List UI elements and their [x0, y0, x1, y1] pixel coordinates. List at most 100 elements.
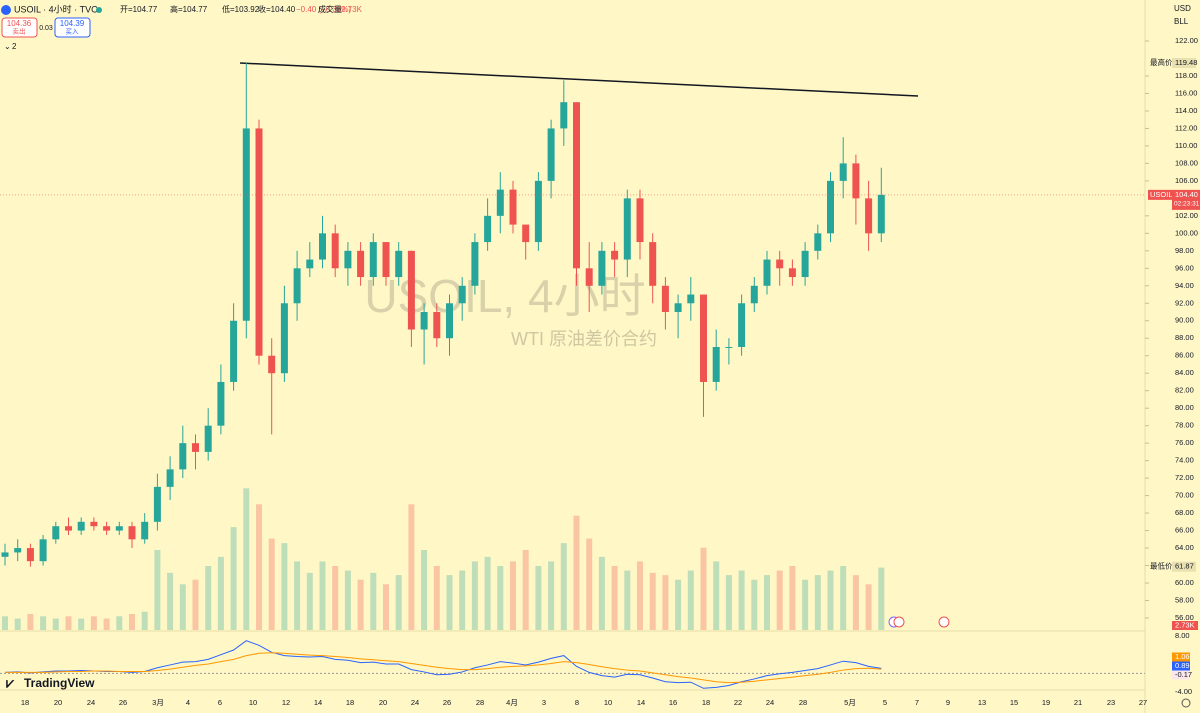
volume-bar	[586, 538, 593, 630]
price-tick-label: 78.00	[1175, 421, 1194, 430]
symbol[interactable]: USOIL · 4小时 · TVC	[14, 3, 98, 14]
volume-bar	[789, 566, 796, 630]
buy-button[interactable]	[54, 17, 91, 38]
candle-body	[179, 443, 187, 470]
time-label: 14	[314, 698, 322, 707]
volume-bar	[281, 543, 288, 630]
time-label: 26	[119, 698, 127, 707]
candle-body	[623, 198, 631, 260]
volume-bar	[268, 538, 275, 630]
volume-bar	[433, 566, 440, 630]
volume-bar	[471, 561, 478, 630]
candle-body	[293, 268, 301, 304]
volume-bar	[548, 561, 555, 630]
volume-bar	[497, 566, 504, 630]
price-tick-label: 118.00	[1175, 71, 1197, 80]
volume-bar	[713, 561, 720, 630]
time-label: 15	[1010, 698, 1018, 707]
price-tick-label: 116.00	[1175, 88, 1197, 97]
candle-body	[230, 320, 238, 382]
macd-tick-label: 8.00	[1175, 631, 1190, 640]
candle-body	[496, 189, 504, 216]
time-label: 23	[1107, 698, 1115, 707]
candle-body	[344, 250, 352, 269]
market-status	[96, 7, 102, 13]
price-tick-label: 94.00	[1175, 281, 1194, 290]
price-tick-label: 82.00	[1175, 386, 1194, 395]
macd-tick-label: -4.00	[1175, 687, 1192, 696]
candle-body	[611, 250, 619, 260]
volume-bar	[662, 575, 669, 630]
candle-body	[484, 215, 492, 243]
currency[interactable]: USD	[1174, 4, 1191, 13]
volume-bar	[776, 570, 783, 630]
candle-body	[598, 250, 606, 286]
volume-bar	[167, 572, 174, 630]
price-tick-label: 98.00	[1175, 246, 1194, 255]
volume-bar	[675, 579, 682, 630]
badge-bg	[1172, 561, 1196, 572]
logo: TradingView	[24, 676, 95, 690]
candle-body	[738, 303, 746, 347]
event-icon[interactable]	[893, 616, 905, 628]
volume-bar	[205, 566, 212, 630]
volume-badge: 2.73K	[1175, 620, 1195, 629]
time-label: 26	[443, 698, 451, 707]
candle-body	[814, 233, 822, 251]
volume-bar	[129, 614, 135, 630]
price-tick-label: 100.00	[1175, 228, 1198, 237]
candle-body	[255, 128, 263, 356]
macd-signal-line	[5, 652, 882, 684]
volume-bar	[243, 488, 250, 630]
unit[interactable]: BLL	[1174, 17, 1189, 26]
trend-line	[239, 62, 919, 97]
volume-bar	[192, 579, 199, 630]
volume-bar	[103, 618, 110, 630]
time-label: 5月	[844, 698, 856, 707]
volume-bar	[230, 527, 237, 630]
macd-value: 0.89	[1175, 661, 1190, 670]
badge-value: 104.40	[1175, 190, 1198, 199]
badge-name: 最高价	[1150, 57, 1173, 67]
candle-body	[166, 469, 174, 487]
volume-bar	[370, 572, 377, 630]
ohlc-open: 开=104.77	[120, 5, 158, 14]
time-label: 16	[669, 698, 677, 707]
badge-bg	[1172, 670, 1190, 680]
volume-bar	[332, 566, 339, 630]
sell-label[interactable]: 卖出	[13, 27, 26, 36]
time-label: 22	[734, 698, 742, 707]
candle-body	[77, 521, 85, 531]
time-label: 12	[282, 698, 290, 707]
time-label: 3月	[152, 698, 164, 707]
badge-bg	[1172, 621, 1198, 630]
volume-bar	[141, 611, 148, 630]
volume-bar	[306, 572, 313, 630]
candle-body	[319, 233, 326, 260]
event-icon[interactable]	[938, 616, 950, 628]
candle-body	[331, 233, 339, 269]
candle-body	[90, 521, 98, 527]
buy-label[interactable]: 买入	[66, 28, 80, 36]
indicator-toggle[interactable]: ⌄	[4, 42, 11, 51]
volume-bar	[878, 567, 885, 630]
change: −0.40 (−0.38%)	[296, 5, 351, 14]
price-tick-label: 64.00	[1175, 543, 1194, 552]
price-tick-label: 102.00	[1175, 211, 1198, 220]
candle-body	[877, 194, 885, 234]
sell-button[interactable]	[1, 17, 38, 38]
settings[interactable]	[1181, 698, 1191, 708]
time-label: 18	[21, 698, 29, 707]
buy-price[interactable]: 104.39	[60, 19, 85, 28]
volume-bar	[802, 579, 809, 630]
volume-bar	[179, 584, 186, 630]
time-label: 28	[476, 698, 484, 707]
indicator-count[interactable]: 2	[12, 42, 17, 51]
candle-body	[750, 285, 758, 304]
volume-bar	[52, 618, 59, 630]
time-label: 7	[915, 698, 919, 707]
candle-body	[649, 242, 657, 286]
sell-price[interactable]: 104.36	[7, 19, 32, 28]
badge-name: 最低价	[1150, 561, 1173, 571]
